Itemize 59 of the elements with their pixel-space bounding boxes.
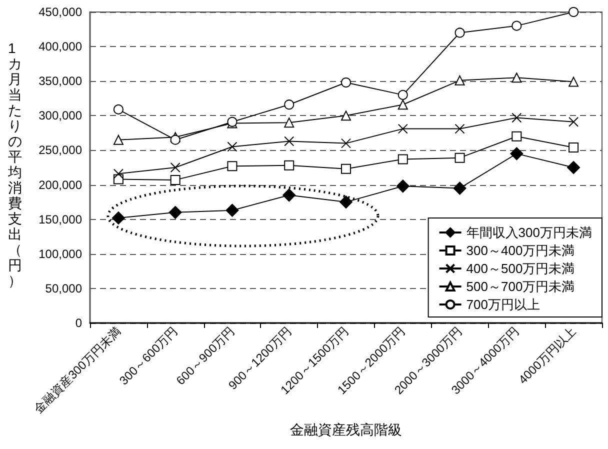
point (398, 154, 408, 164)
point (398, 124, 408, 134)
y-tick-label: 450,000 (38, 5, 82, 19)
y-tick-label: 350,000 (38, 74, 82, 88)
point (454, 28, 465, 38)
x-axis-title: 金融資産残高階級 (290, 421, 402, 438)
y-tick-label: 100,000 (38, 246, 82, 261)
legend-label: 400～500万円未満 (466, 261, 575, 276)
point (398, 90, 408, 100)
point (284, 100, 294, 110)
legend-label: 700万円以上 (466, 297, 540, 312)
point (510, 147, 524, 160)
point (112, 211, 125, 224)
point (453, 182, 466, 195)
legend-label: 500～700万円未満 (466, 279, 575, 294)
point (512, 20, 522, 31)
point (168, 206, 182, 219)
point (113, 174, 124, 184)
point (512, 131, 522, 142)
y-tick-label: 50,000 (45, 281, 82, 296)
point (170, 174, 180, 185)
point (568, 142, 579, 152)
point (568, 116, 579, 127)
legend-label: 年間収入300万円未満 (466, 225, 592, 240)
point (113, 104, 124, 114)
point (284, 118, 294, 128)
point (398, 100, 408, 110)
point (170, 162, 180, 172)
point (512, 72, 522, 83)
y-tick-label: 150,000 (38, 212, 82, 226)
point (227, 142, 238, 152)
point (284, 160, 294, 170)
text: 1カ月当たりの平均消費支出（円） (8, 40, 22, 288)
point (454, 124, 465, 134)
point (282, 188, 296, 202)
y-tick-label: 250,000 (38, 143, 82, 158)
point (170, 134, 180, 145)
point (341, 110, 351, 121)
point (341, 77, 351, 88)
point (113, 168, 124, 179)
point (454, 152, 465, 163)
point (454, 75, 465, 86)
point (340, 196, 352, 209)
point (113, 134, 124, 145)
point (568, 7, 579, 17)
y-tick-label: 400,000 (38, 40, 82, 54)
point (396, 180, 410, 193)
y-tick-label: 300,000 (38, 108, 82, 123)
y-tick-label: 0 (75, 316, 82, 330)
legend-label: 300～400万円未満 (466, 243, 575, 258)
point (568, 76, 579, 87)
point (567, 161, 580, 174)
y-tick-label: 200,000 (38, 178, 82, 192)
point (226, 204, 239, 217)
point (341, 164, 351, 174)
point (341, 138, 351, 148)
point (284, 136, 294, 146)
point (227, 161, 238, 172)
point (512, 112, 522, 123)
